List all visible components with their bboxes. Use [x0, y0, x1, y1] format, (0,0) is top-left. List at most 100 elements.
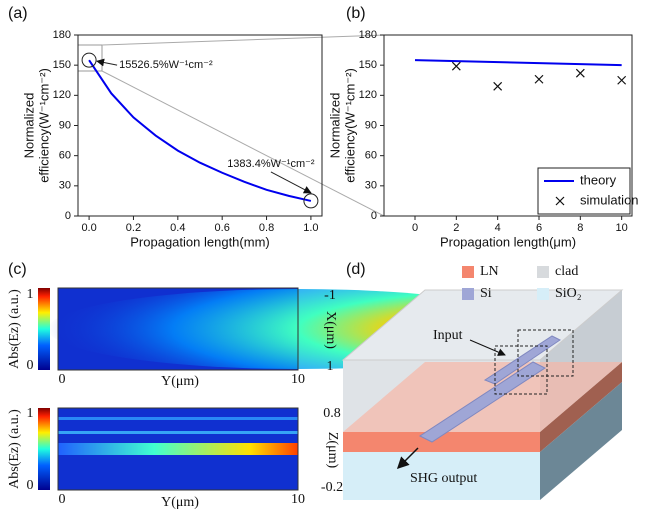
- x-axis-label: Propagation length(μm): [440, 234, 576, 249]
- y-tick-label: 120: [53, 89, 71, 101]
- heatmap-band: [58, 443, 298, 455]
- y-tick-label: 30: [365, 180, 377, 192]
- x-tick-label: 0.0: [81, 222, 96, 234]
- sio2-front: [343, 452, 540, 500]
- marker: [493, 81, 503, 91]
- zoom-line: [101, 34, 385, 46]
- colorbar: [38, 288, 50, 370]
- legend-label: theory: [580, 172, 617, 187]
- dashed-box: [494, 345, 548, 395]
- marker-stroke: [555, 196, 565, 206]
- y-tick-label: 150: [359, 59, 377, 71]
- legend-swatch: [462, 266, 474, 278]
- y-tick-label: 60: [59, 150, 71, 162]
- marker-stroke: [617, 75, 627, 85]
- x-tick-label: 10: [291, 492, 305, 507]
- x-axis-label: Y(μm): [161, 495, 199, 510]
- legend-label: clad: [555, 264, 578, 279]
- ln-side: [540, 362, 622, 452]
- heatmap-frame: [57, 287, 299, 371]
- x-tick-label: 10: [616, 222, 628, 234]
- annotation-arrow: [270, 171, 312, 194]
- ln-front: [343, 432, 540, 452]
- legend-marker: [555, 196, 565, 206]
- x-tick-label: 0.2: [126, 222, 141, 234]
- x-tick-label: 8: [577, 222, 583, 234]
- x-axis-label: Y(μm): [161, 374, 199, 389]
- x-tick-label: 0.6: [215, 222, 230, 234]
- annotation-circle: [81, 52, 97, 68]
- y-tick-label: 0: [371, 210, 377, 222]
- colorbar-label: Abs(Ez) (a.u.): [7, 289, 22, 369]
- marker: [617, 75, 627, 85]
- x-tick-label: 4: [495, 222, 501, 234]
- y-tick-label: 120: [359, 89, 377, 101]
- legend-swatch: [537, 288, 549, 300]
- output-label: SHG output: [410, 471, 477, 486]
- sio2-side: [540, 382, 622, 500]
- y-tick-label: 90: [365, 119, 377, 131]
- y-axis-label: efficiency(W⁻¹cm⁻²): [342, 68, 357, 183]
- heatmap-stripe: [58, 431, 298, 434]
- y-tick-label: -1: [324, 288, 336, 303]
- si-waveguide: [418, 361, 547, 443]
- x-tick-label: 0.8: [259, 222, 274, 234]
- line: [88, 59, 312, 202]
- panel-label: (a): [8, 5, 28, 22]
- heatmap-stripe: [58, 417, 298, 420]
- y-axis-label: Z(μm): [325, 432, 340, 469]
- y-axis-label: Normalized: [21, 93, 36, 159]
- si-taper: [483, 335, 561, 385]
- y-tick-label: 180: [53, 29, 71, 41]
- legend-label: LN: [480, 264, 499, 279]
- annotation-arrow: [96, 58, 118, 67]
- dashed-box: [517, 329, 574, 377]
- x-axis-label: Propagation length(mm): [130, 234, 269, 249]
- y-axis-label: efficiency(W⁻¹cm⁻²): [36, 68, 51, 183]
- y-tick-label: 90: [59, 119, 71, 131]
- y-tick-label: 30: [59, 180, 71, 192]
- marker: [575, 68, 585, 78]
- annotation: 15526.5%W⁻¹cm⁻²: [119, 59, 213, 71]
- y-axis-label: X(μm): [323, 311, 338, 349]
- colorbar-tick: 0: [27, 478, 34, 493]
- marker: [451, 61, 461, 71]
- y-axis-label: Normalized: [327, 93, 342, 159]
- x-tick-label: 6: [536, 222, 542, 234]
- legend-label: SiO₂: [555, 286, 582, 301]
- panel-label: (d): [346, 261, 366, 278]
- device-diagram: LN Si clad SiO₂ Input SHG output: [341, 264, 624, 500]
- panel-label: (c): [8, 261, 27, 278]
- y-tick-label: 0.8: [323, 406, 341, 421]
- x-tick-label: 10: [291, 372, 305, 387]
- input-label: Input: [433, 328, 463, 343]
- arrow: [396, 447, 419, 470]
- marker-stroke: [575, 68, 585, 78]
- y-tick-label: -0.2: [321, 480, 343, 495]
- x-tick-label: 2: [453, 222, 459, 234]
- legend-label: Si: [480, 286, 492, 301]
- colorbar-tick: 1: [27, 287, 34, 302]
- y-tick-label: 0: [65, 210, 71, 222]
- annotation: 1383.4%W⁻¹cm⁻²: [227, 158, 315, 170]
- colorbar-label: Abs(Ez) (a.u.): [7, 409, 22, 489]
- x-tick-label: 0: [59, 372, 66, 387]
- panel-label: (b): [346, 5, 366, 22]
- legend-box: [537, 167, 631, 215]
- arrow: [469, 339, 506, 356]
- colorbar-tick: 1: [27, 406, 34, 421]
- legend-label: simulation: [580, 192, 639, 207]
- x-tick-label: 0.4: [170, 222, 185, 234]
- y-tick-label: 150: [53, 59, 71, 71]
- x-tick-label: 0: [59, 492, 66, 507]
- marker-stroke: [534, 74, 544, 84]
- heatmap-frame: [57, 407, 299, 491]
- legend-swatch: [462, 288, 474, 300]
- legend-swatch: [537, 266, 549, 278]
- marker-stroke: [493, 81, 503, 91]
- y-tick-label: 60: [365, 150, 377, 162]
- marker: [534, 74, 544, 84]
- marker-stroke: [451, 61, 461, 71]
- y-tick-label: 180: [359, 29, 377, 41]
